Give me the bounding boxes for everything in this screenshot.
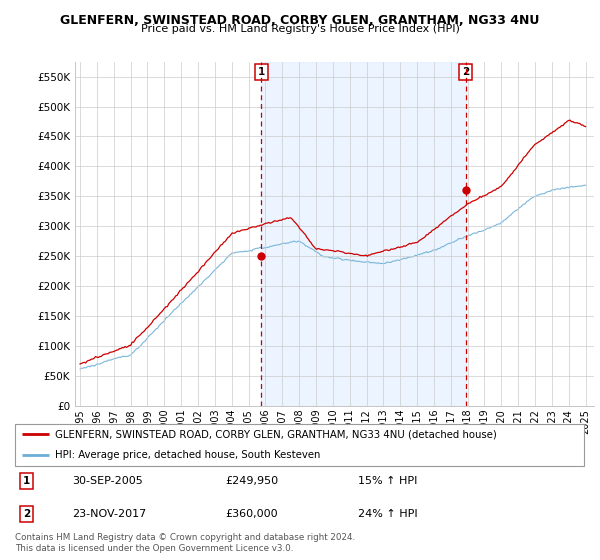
Text: £360,000: £360,000 xyxy=(225,509,278,519)
Text: 2: 2 xyxy=(462,67,469,77)
Text: 23-NOV-2017: 23-NOV-2017 xyxy=(73,509,147,519)
Text: 2: 2 xyxy=(23,509,30,519)
Text: 1: 1 xyxy=(257,67,265,77)
Bar xyxy=(261,62,466,406)
Text: 30-SEP-2005: 30-SEP-2005 xyxy=(73,476,143,486)
Text: 1: 1 xyxy=(23,476,30,486)
Text: 15% ↑ HPI: 15% ↑ HPI xyxy=(358,476,417,486)
Text: GLENFERN, SWINSTEAD ROAD, CORBY GLEN, GRANTHAM, NG33 4NU: GLENFERN, SWINSTEAD ROAD, CORBY GLEN, GR… xyxy=(61,14,539,27)
Text: Contains HM Land Registry data © Crown copyright and database right 2024.
This d: Contains HM Land Registry data © Crown c… xyxy=(15,533,355,553)
Text: Price paid vs. HM Land Registry's House Price Index (HPI): Price paid vs. HM Land Registry's House … xyxy=(140,24,460,34)
FancyBboxPatch shape xyxy=(15,423,584,466)
Text: GLENFERN, SWINSTEAD ROAD, CORBY GLEN, GRANTHAM, NG33 4NU (detached house): GLENFERN, SWINSTEAD ROAD, CORBY GLEN, GR… xyxy=(55,429,497,439)
Text: HPI: Average price, detached house, South Kesteven: HPI: Average price, detached house, Sout… xyxy=(55,450,320,460)
Text: £249,950: £249,950 xyxy=(225,476,278,486)
Text: 24% ↑ HPI: 24% ↑ HPI xyxy=(358,509,417,519)
